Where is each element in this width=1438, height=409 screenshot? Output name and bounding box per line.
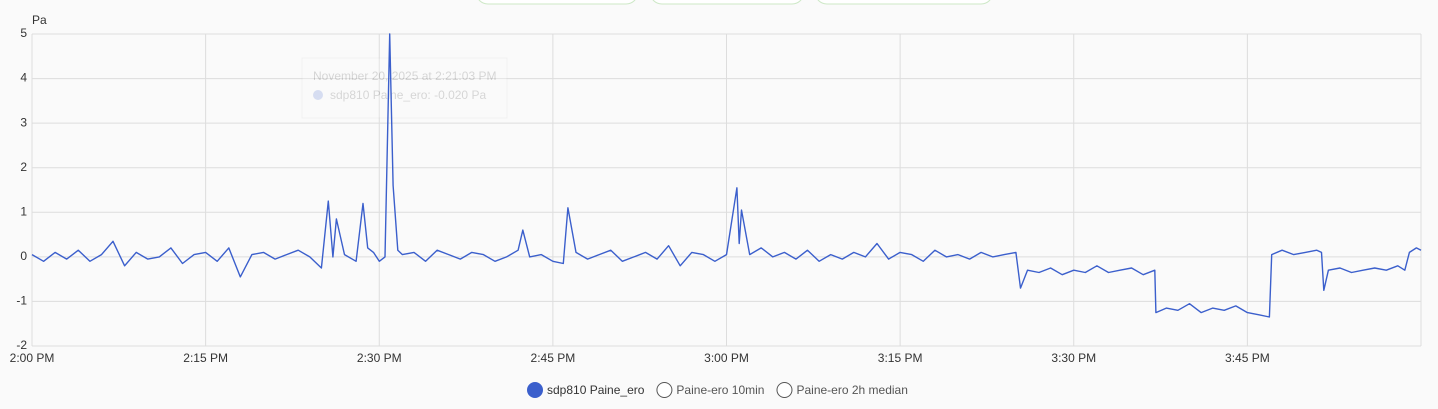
legend-label: sdp810 Paine_ero	[547, 383, 645, 397]
x-tick-label: 3:00 PM	[704, 351, 749, 365]
y-tick-label: 3	[20, 115, 27, 129]
y-tick-label: 2	[20, 160, 27, 174]
legend-label: Paine-ero 10min	[676, 383, 764, 397]
x-tick-label: 2:15 PM	[183, 351, 228, 365]
tooltip-swatch	[313, 90, 323, 100]
y-tick-label: 4	[20, 71, 27, 85]
y-tick-label: -1	[16, 294, 27, 308]
tab-button[interactable]	[476, 0, 638, 5]
legend-swatch[interactable]	[776, 382, 793, 398]
y-tick-label: 1	[20, 204, 27, 218]
x-tick-label: 2:30 PM	[357, 351, 402, 365]
legend-label: Paine-ero 2h median	[796, 383, 907, 397]
data-line	[31, 33, 1422, 318]
tab-button[interactable]	[650, 0, 804, 5]
x-tick-label: 3:30 PM	[1051, 351, 1096, 365]
x-tick-label: 2:45 PM	[531, 351, 576, 365]
x-tick-label: 2:00 PM	[10, 351, 55, 365]
axes: -2 -1 0 1 2 3 4 5 2:00 PM 2:15 PM 2:30 PM 2:45 PM 3:…	[10, 26, 1422, 365]
tooltip: November 20, 2025 at 2:21:03 PM sdp810 P…	[301, 57, 508, 119]
legend-swatch[interactable]	[527, 382, 543, 398]
y-tick-label: 0	[20, 249, 27, 263]
y-tick-label: -2	[16, 338, 27, 352]
x-tick-label: 3:45 PM	[1225, 351, 1270, 365]
tooltip-title: November 20, 2025 at 2:21:03 PM	[313, 69, 496, 83]
y-axis-label: Pa	[32, 13, 47, 27]
tab-button[interactable]	[815, 0, 993, 5]
tooltip-box	[301, 57, 508, 119]
tooltip-text: sdp810 Paine_ero: -0.020 Pa	[330, 88, 486, 102]
legend-swatch[interactable]	[656, 382, 673, 398]
y-tick-label: 5	[20, 26, 27, 40]
x-tick-label: 3:15 PM	[878, 351, 923, 365]
